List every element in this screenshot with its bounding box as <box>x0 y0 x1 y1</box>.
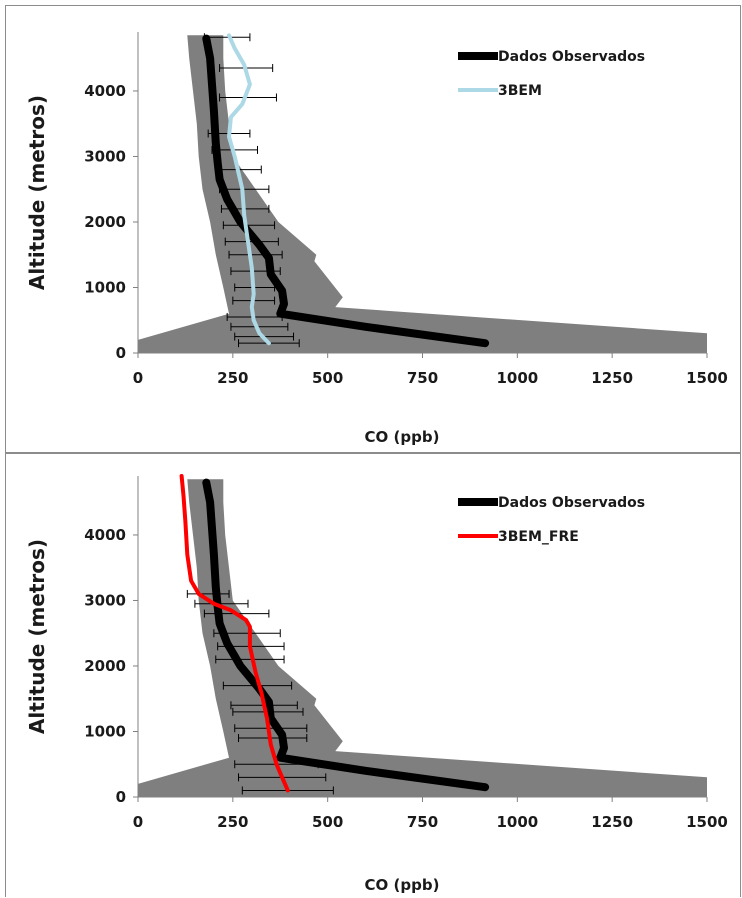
x-tick-label: 1000 <box>496 369 538 387</box>
legend-label-observed: Dados Observados <box>498 495 645 511</box>
x-tick-label: 750 <box>407 369 438 387</box>
legend-label-observed: Dados Observados <box>498 49 645 65</box>
x-tick-label: 750 <box>407 813 438 831</box>
x-tick-label: 0 <box>133 813 143 831</box>
y-tick-label: 0 <box>116 788 126 806</box>
chart-svg-bottom: 0 250 500 750 1000 1250 1500 0 1000 2000 3000 4000 C… <box>25 474 728 894</box>
y-tick-label: 1000 <box>84 278 126 296</box>
spread-band <box>138 479 707 797</box>
x-tick-label: 0 <box>133 369 143 387</box>
chart-panel-top: 0 250 500 750 1000 1250 1500 0 1000 2000 3000 4000 C… <box>5 5 741 453</box>
y-axis-title: Altitude (metros) <box>25 539 49 734</box>
chart-panel-bottom: 0 250 500 750 1000 1250 1500 0 1000 2000 3000 4000 C… <box>5 453 741 897</box>
x-tick-label: 1000 <box>496 813 538 831</box>
y-axis-title: Altitude (metros) <box>25 95 49 290</box>
series-line-observed <box>202 478 490 792</box>
x-tick-label: 500 <box>312 369 343 387</box>
x-tick-label: 1250 <box>591 369 633 387</box>
y-tick-label: 2000 <box>84 213 126 231</box>
y-tick-label: 3000 <box>84 591 126 609</box>
y-tick-label: 3000 <box>84 147 126 165</box>
x-tick-label: 1500 <box>686 813 728 831</box>
y-tick-label: 0 <box>116 344 126 362</box>
series-line-model <box>227 33 271 346</box>
legend-label-model: 3BEM_FRE <box>498 529 579 545</box>
legend-label-model: 3BEM <box>498 83 542 99</box>
x-tick-label: 1250 <box>591 813 633 831</box>
y-tick-label: 4000 <box>84 82 126 100</box>
x-tick-label: 250 <box>217 369 248 387</box>
series-line-observed <box>202 34 490 348</box>
chart-svg-top: 0 250 500 750 1000 1250 1500 0 1000 2000 3000 4000 C… <box>25 32 728 446</box>
y-tick-label: 4000 <box>84 526 126 544</box>
x-tick-label: 500 <box>312 813 343 831</box>
x-tick-label: 1500 <box>686 369 728 387</box>
x-axis-title: CO (ppb) <box>365 876 440 894</box>
x-axis-title: CO (ppb) <box>365 428 440 446</box>
x-tick-label: 250 <box>217 813 248 831</box>
y-tick-label: 2000 <box>84 657 126 675</box>
series-line-model <box>179 474 290 793</box>
y-tick-label: 1000 <box>84 722 126 740</box>
